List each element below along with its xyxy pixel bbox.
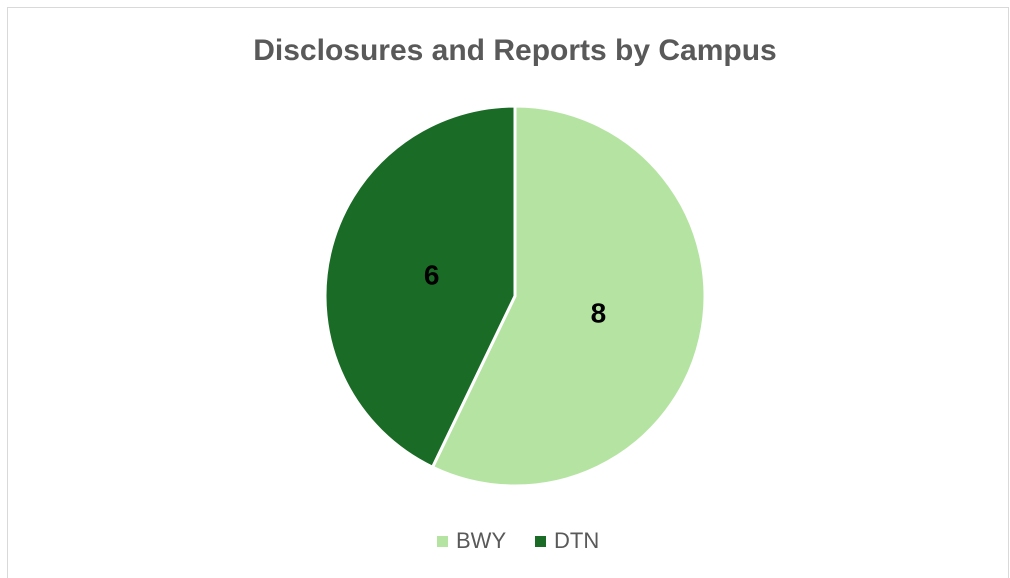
pie-slice <box>323 104 517 470</box>
data-label: 8 <box>591 297 607 328</box>
pie-slice <box>430 104 707 488</box>
legend-label: BWY <box>456 528 506 553</box>
data-label: 6 <box>424 259 440 290</box>
legend-label: DTN <box>554 528 599 553</box>
legend-swatch <box>535 536 546 547</box>
chart-title: Disclosures and Reports by Campus <box>253 34 776 67</box>
legend-swatch <box>437 536 448 547</box>
